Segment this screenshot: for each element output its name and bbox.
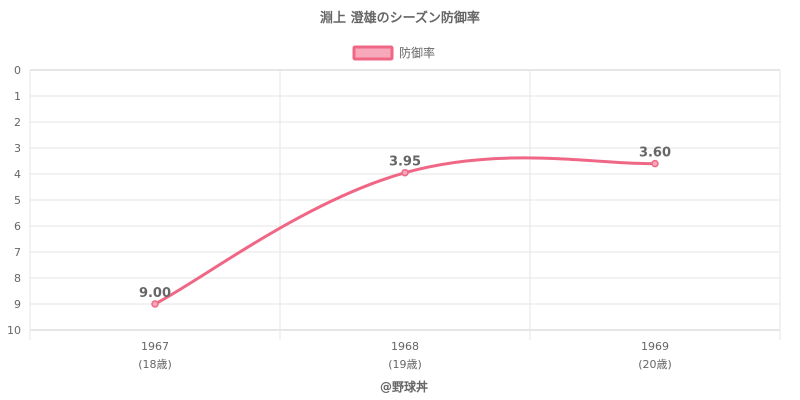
y-tick-label: 2	[14, 116, 21, 129]
legend-swatch	[352, 45, 394, 61]
data-point[interactable]	[151, 300, 159, 308]
y-tick-label: 6	[14, 220, 21, 233]
legend-label: 防御率	[399, 45, 435, 60]
data-label: 3.95	[389, 155, 421, 170]
x-tick-sublabel: (18歳)	[138, 358, 172, 371]
credit-text: @野球丼	[380, 379, 428, 394]
y-tick-label: 3	[14, 142, 21, 155]
era-series-line	[154, 156, 656, 306]
data-label: 3.60	[639, 146, 671, 161]
y-tick-label: 9	[14, 298, 21, 311]
y-tick-label: 1	[14, 90, 21, 103]
x-tick-label: 1969	[641, 340, 669, 353]
y-tick-label: 8	[14, 272, 21, 285]
x-tick-sublabel: (19歳)	[388, 358, 422, 371]
legend[interactable]: 防御率	[352, 45, 435, 61]
data-label: 9.00	[139, 286, 171, 301]
chart-title: 淵上 澄雄のシーズン防御率	[320, 10, 480, 26]
data-labels: 9.00 3.95 3.60	[139, 146, 671, 301]
x-tick-label: 1967	[141, 340, 169, 353]
x-tick-label: 1968	[391, 340, 419, 353]
x-tick-sublabel: (20歳)	[638, 358, 672, 371]
y-tick-label: 5	[14, 194, 21, 207]
series-layer	[151, 156, 659, 308]
y-tick-label: 4	[14, 168, 21, 181]
data-point[interactable]	[651, 159, 659, 168]
y-tick-label: 7	[14, 246, 21, 259]
y-tick-label: 10	[7, 324, 21, 337]
x-axis: 1967 (18歳) 1968 (19歳) 1969 (20歳)	[138, 340, 672, 371]
y-tick-label: 0	[14, 64, 21, 77]
data-point[interactable]	[401, 168, 409, 177]
y-axis: 0 1 2 3 4 5 6 7 8 9 10	[7, 64, 21, 337]
